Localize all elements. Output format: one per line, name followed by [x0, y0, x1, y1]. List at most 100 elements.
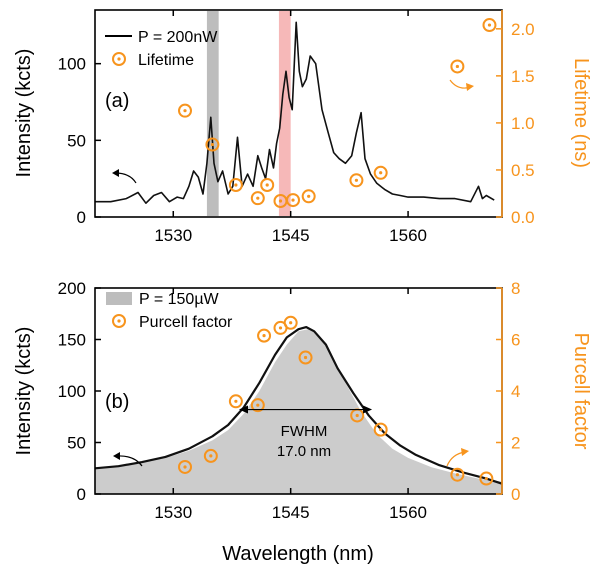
y2-tick-label: 6 — [511, 331, 520, 350]
data-point-center — [379, 428, 383, 432]
fwhm-annotation: FWHM 17.0 nm — [239, 405, 373, 460]
y-tick-label: 50 — [67, 434, 86, 453]
data-point-center — [455, 473, 459, 477]
left-axis-arrow-head-a — [112, 169, 119, 177]
data-point — [373, 165, 388, 180]
data-point-center — [484, 476, 488, 481]
legend-marker-purcell — [112, 314, 126, 328]
data-point — [286, 193, 301, 208]
data-point-center — [234, 399, 238, 403]
y2-tick-label: 0.0 — [511, 208, 535, 227]
data-point-center — [307, 194, 311, 198]
data-point — [479, 471, 494, 486]
panel-label-b: (b) — [105, 391, 129, 413]
data-point-center — [183, 109, 187, 113]
data-point-center — [455, 64, 459, 69]
data-point-center — [487, 23, 492, 27]
legend-marker-lifetime-dot — [117, 57, 121, 61]
y-tick-label: 0 — [77, 485, 86, 504]
data-point-center — [354, 178, 359, 182]
data-point-center — [256, 403, 260, 407]
data-point-center — [303, 355, 308, 360]
data-point — [349, 173, 364, 188]
data-point-center — [210, 142, 215, 147]
panel-a: 1530 1545 1560 0 50 100 0.0 0.5 1.0 1.5 2.0 Inte… — [13, 9, 592, 245]
data-point-center — [291, 198, 295, 202]
panel-b: 1530 1545 1560 0 50 100 150 200 0 2 4 6 8 Intensit… — [13, 279, 592, 565]
y2-ticks-b: 0 2 4 6 8 — [496, 279, 520, 504]
plot-area-b — [94, 315, 503, 494]
y-ticks-a: 0 50 100 — [58, 55, 101, 227]
data-point-center — [183, 465, 187, 469]
data-point — [283, 315, 298, 330]
plot-area-a — [95, 18, 497, 209]
data-point — [301, 189, 316, 204]
y2-tick-label: 2 — [511, 434, 520, 453]
left-axis-arrow-head-b — [113, 452, 120, 460]
data-point — [205, 137, 220, 152]
data-point-center — [289, 321, 293, 325]
data-point — [298, 350, 313, 365]
fwhm-arrow-head-right — [363, 405, 373, 414]
data-point-center — [209, 454, 213, 458]
band-gray — [206, 11, 219, 216]
data-point — [178, 459, 193, 474]
x-tick-label: 1530 — [154, 226, 192, 245]
y-axis-label-a: Intensity (kcts) — [13, 49, 35, 178]
spectrum-area — [95, 329, 502, 494]
y-ticks-b: 0 50 100 150 200 — [58, 279, 101, 504]
data-point — [203, 448, 218, 463]
legend-b: P = 150µW Purcell factor — [106, 291, 233, 331]
y2-axis-label-a: Lifetime (ns) — [570, 58, 592, 168]
x-tick-label: 1560 — [389, 503, 427, 522]
y-tick-label: 100 — [58, 382, 86, 401]
data-point-center — [256, 196, 260, 200]
x-ticks-a: 1530 1545 1560 — [154, 10, 427, 245]
lorentzian-fit-line — [94, 326, 503, 485]
data-point-center — [278, 326, 283, 330]
legend-label-spectrum-b: P = 150µW — [139, 291, 220, 308]
y2-tick-label: 1.5 — [511, 67, 535, 86]
y-tick-label: 50 — [67, 131, 86, 150]
data-point-center — [262, 334, 266, 338]
data-point-center — [355, 413, 359, 418]
y2-tick-label: 0.5 — [511, 161, 535, 180]
right-axis-arrow-head-b — [461, 448, 469, 456]
band-pink — [278, 11, 291, 216]
data-point — [373, 422, 388, 437]
x-tick-label: 1530 — [154, 503, 192, 522]
data-point — [482, 18, 497, 33]
legend-label-purcell: Purcell factor — [139, 314, 233, 331]
y2-tick-label: 0 — [511, 485, 520, 504]
x-axis-label: Wavelength (nm) — [222, 543, 374, 565]
legend-marker-purcell-dot — [117, 319, 121, 323]
y-tick-label: 200 — [58, 279, 86, 298]
data-point — [250, 191, 265, 206]
fwhm-arrow-head-left — [239, 405, 249, 414]
y2-tick-label: 4 — [511, 382, 520, 401]
data-point — [257, 328, 272, 343]
y-tick-label: 0 — [77, 208, 86, 227]
data-point — [178, 103, 193, 118]
legend-label-lifetime: Lifetime — [138, 52, 194, 69]
legend-marker-lifetime — [112, 52, 126, 66]
y2-tick-label: 2.0 — [511, 20, 535, 39]
fwhm-label: FWHM — [281, 423, 328, 440]
y2-axis-label-b: Purcell factor — [570, 333, 592, 450]
y-tick-label: 100 — [58, 55, 86, 74]
y-axis-label-b: Intensity (kcts) — [13, 327, 35, 456]
data-point — [260, 178, 275, 193]
y2-tick-label: 8 — [511, 279, 520, 298]
x-tick-label: 1545 — [272, 226, 310, 245]
data-point-center — [278, 199, 283, 203]
y2-ticks-a: 0.0 0.5 1.0 1.5 2.0 — [496, 20, 535, 227]
data-point — [450, 467, 465, 482]
x-tick-label: 1545 — [272, 503, 310, 522]
legend-label-spectrum: P = 200nW — [138, 29, 218, 46]
data-point-center — [379, 171, 383, 175]
y-tick-label: 150 — [58, 331, 86, 350]
data-point-center — [265, 183, 269, 187]
fwhm-value: 17.0 nm — [277, 443, 331, 460]
y2-tick-label: 1.0 — [511, 114, 535, 133]
data-point — [228, 178, 243, 193]
